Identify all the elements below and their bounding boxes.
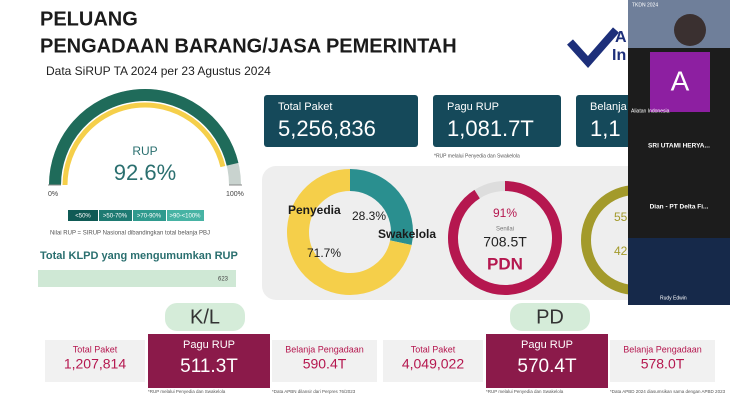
card-label: Total Paket bbox=[73, 344, 118, 354]
section-title: K/L bbox=[190, 306, 220, 328]
card-label: Belanja Pengadaan bbox=[285, 344, 364, 354]
summary-card bbox=[264, 95, 418, 147]
card-value: 570.4T bbox=[517, 356, 577, 377]
card-label: Pagu RUP bbox=[183, 339, 235, 351]
donut-panel bbox=[262, 166, 662, 300]
card-label: Belanja Pengadaan bbox=[623, 344, 702, 354]
participant-name: SRI UTAMI HERYA... bbox=[648, 143, 710, 150]
third-ring-value: 42 bbox=[614, 244, 628, 258]
video-tile bbox=[628, 238, 730, 305]
card-value: 511.3T bbox=[180, 356, 238, 377]
gauge-tick: 100% bbox=[226, 191, 244, 198]
logo-text: In bbox=[612, 47, 626, 64]
klpd-title: Total KLPD yang mengumumkan RUP bbox=[40, 250, 238, 262]
pdn-name: PDN bbox=[487, 254, 523, 273]
card-value: 590.4T bbox=[303, 356, 347, 372]
card-label: Belanja bbox=[590, 101, 628, 113]
stat-card bbox=[383, 340, 483, 382]
gauge bbox=[48, 89, 242, 186]
summary-card bbox=[433, 95, 561, 147]
card-value: 1,207,814 bbox=[64, 356, 126, 372]
donut-value: 71.7% bbox=[307, 246, 341, 260]
summary-note: *RUP melalui Penyedia dan Swakelola bbox=[434, 153, 520, 159]
avatar-letter: A bbox=[671, 65, 690, 96]
card-label: Total Paket bbox=[411, 344, 456, 354]
card-label: Pagu RUP bbox=[521, 339, 573, 351]
stat-card bbox=[610, 340, 715, 382]
card-value: 1,081.7T bbox=[447, 116, 534, 141]
participant-name: Rudy Edwin bbox=[660, 295, 687, 301]
third-ring-value: 55 bbox=[614, 210, 628, 224]
card-label: Pagu RUP bbox=[447, 101, 499, 113]
section-title: PD bbox=[536, 306, 564, 328]
card-value: 1,1 bbox=[590, 116, 621, 141]
donut-value: 28.3% bbox=[352, 209, 386, 223]
donut-legend: Penyedia bbox=[288, 203, 341, 217]
title: PENGADAAN BARANG/JASA PEMERINTAH bbox=[40, 35, 457, 57]
legend-label: >50-70% bbox=[103, 214, 128, 220]
stat-card bbox=[272, 340, 377, 382]
donut-segment bbox=[349, 169, 413, 245]
legend-swatch bbox=[68, 210, 98, 221]
section-pill bbox=[510, 303, 590, 331]
footnote: *RUP melalui Penyedia dan Swakelola bbox=[486, 389, 564, 394]
legend-label: >70-90% bbox=[137, 214, 162, 220]
gauge-note: Nilai RUP = SIRUP Nasional dibandingkan … bbox=[50, 231, 210, 237]
gauge-label: RUP bbox=[132, 144, 157, 158]
gauge-arc bbox=[49, 89, 239, 186]
highlight-card bbox=[148, 334, 270, 388]
card-value: 4,049,022 bbox=[402, 356, 464, 372]
participants-panel: TKDN 2024 A Aliatan Indonesia SRI UTAMI … bbox=[628, 0, 730, 305]
subtitle: Data SiRUP TA 2024 per 23 Agustus 2024 bbox=[46, 64, 271, 78]
section-pill bbox=[165, 303, 245, 331]
legend-label: >90-<100% bbox=[169, 214, 201, 220]
bottom-cards: Total Paket 1,207,814 Pagu RUP 511.3T Belanj… bbox=[45, 334, 726, 394]
gauge-value: 92.6% bbox=[114, 160, 176, 185]
donut-segment bbox=[287, 169, 412, 295]
card-label: Total Paket bbox=[278, 101, 332, 113]
title: PELUANG bbox=[40, 8, 138, 30]
person bbox=[674, 14, 706, 46]
participant-name: Dian - PT Delta Fi... bbox=[650, 204, 709, 211]
donut bbox=[287, 169, 413, 295]
pdn-ring bbox=[448, 181, 562, 295]
banner: TKDN 2024 bbox=[632, 2, 658, 8]
legend-swatch bbox=[133, 210, 166, 221]
gauge-tick: 0% bbox=[48, 191, 58, 198]
pdn-amount: 708.5T bbox=[483, 234, 527, 250]
card-value: 578.0T bbox=[641, 356, 685, 372]
logo-mark bbox=[567, 27, 620, 69]
donut-legend: Swakelola bbox=[378, 227, 436, 241]
pdn-caption: Senilai bbox=[496, 227, 514, 233]
legend-label: <50% bbox=[75, 214, 91, 220]
gauge-legend: <50% >50-70% >70-90% >90-<100% bbox=[68, 210, 204, 221]
logo-text: A bbox=[615, 29, 627, 46]
card-value: 5,256,836 bbox=[278, 116, 376, 141]
klpd-bar bbox=[38, 270, 236, 287]
gauge-inner bbox=[62, 102, 226, 186]
legend-swatch bbox=[99, 210, 132, 221]
footnote: *Data APBD 2024 diasumsikan sama dengan … bbox=[610, 389, 726, 394]
pdn-arc bbox=[448, 181, 562, 295]
legend-swatch bbox=[167, 210, 204, 221]
stat-card bbox=[45, 340, 145, 382]
klpd-value: 623 bbox=[218, 277, 229, 283]
footnote: *RUP melalui Penyedia dan Swakelola bbox=[148, 389, 226, 394]
highlight-card bbox=[486, 334, 608, 388]
avatar bbox=[650, 52, 710, 112]
participant-name: Aliatan Indonesia bbox=[631, 108, 670, 114]
pdn-value: 91% bbox=[493, 206, 517, 220]
footnote: *Data APBN dilansir dari Perpres 76/2023 bbox=[272, 389, 356, 394]
